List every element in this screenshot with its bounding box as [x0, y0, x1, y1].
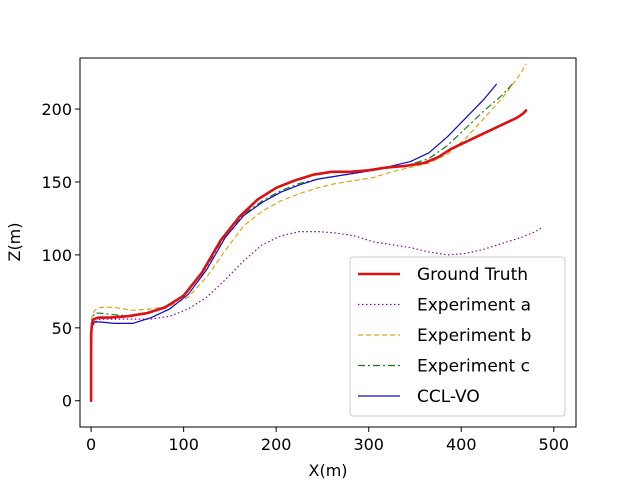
legend-label: Experiment c	[417, 357, 530, 377]
plot-frame	[79, 57, 577, 428]
series-layer	[89, 63, 544, 403]
x-tick-label: 400	[446, 435, 477, 454]
legend-label: Experiment b	[417, 326, 531, 346]
legend: Ground Truth Experiment a Experiment b Expe…	[349, 256, 566, 417]
x-tick-label: 100	[168, 435, 199, 454]
y-tick-label: 100	[41, 246, 72, 265]
x-tick-label: 0	[86, 435, 96, 454]
y-tick-label: 150	[41, 173, 72, 192]
x-tick-label: 500	[539, 435, 570, 454]
y-axis-ticks: 0 50 100 150 200	[41, 100, 80, 411]
legend-label: Experiment a	[417, 296, 531, 316]
legend-entries: Ground Truth Experiment a Experiment b Expe…	[358, 265, 531, 407]
x-tick-label: 200	[261, 435, 292, 454]
x-tick-label: 300	[353, 435, 384, 454]
legend-box	[349, 256, 566, 417]
x-axis-label: X(m)	[308, 461, 347, 480]
legend-label: Ground Truth	[417, 265, 528, 285]
x-axis-ticks: 0 100 200 300 400 500	[86, 427, 569, 454]
y-tick-label: 50	[52, 319, 72, 338]
legend-label: CCL-VO	[417, 387, 480, 407]
series-line-ccl-vo	[90, 83, 497, 402]
series-line-experiment-a	[90, 226, 544, 401]
y-tick-label: 0	[62, 392, 72, 411]
series-line-experiment-c	[90, 83, 513, 401]
y-tick-label: 200	[41, 100, 72, 119]
y-axis-label: Z(m)	[5, 222, 24, 261]
series-line-ground-truth	[89, 109, 528, 403]
